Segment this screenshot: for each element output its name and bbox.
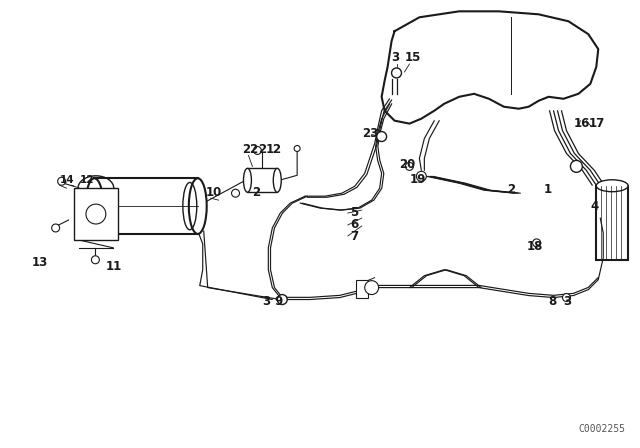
Text: 16: 16: [573, 116, 590, 129]
Ellipse shape: [243, 168, 252, 192]
Text: C0002255: C0002255: [579, 424, 625, 434]
Text: 23: 23: [362, 126, 378, 139]
Polygon shape: [381, 11, 598, 124]
Ellipse shape: [273, 168, 281, 192]
Text: 3: 3: [563, 296, 572, 309]
Circle shape: [365, 280, 379, 294]
Circle shape: [563, 293, 570, 302]
Circle shape: [253, 146, 261, 155]
Ellipse shape: [189, 178, 207, 234]
Text: 5: 5: [350, 206, 358, 219]
Bar: [248, 168, 277, 192]
Text: 3: 3: [262, 296, 271, 309]
Circle shape: [406, 162, 413, 170]
Text: 21: 21: [259, 143, 275, 156]
Text: 8: 8: [548, 296, 557, 309]
Text: 17: 17: [588, 116, 605, 129]
Text: 9: 9: [275, 296, 282, 309]
Text: 3: 3: [392, 51, 399, 64]
Text: 12: 12: [79, 175, 94, 185]
Text: 19: 19: [410, 173, 426, 186]
Text: 13: 13: [32, 256, 48, 269]
Bar: [74, 188, 118, 240]
Text: 2: 2: [507, 183, 515, 196]
Text: 15: 15: [404, 51, 421, 64]
Text: 20: 20: [399, 158, 416, 171]
Circle shape: [392, 68, 401, 78]
Circle shape: [532, 239, 541, 247]
Text: 2: 2: [252, 186, 260, 199]
Circle shape: [377, 132, 387, 142]
Text: 1: 1: [543, 183, 552, 196]
Text: 10: 10: [205, 186, 222, 199]
Ellipse shape: [596, 180, 628, 192]
Bar: [356, 280, 368, 297]
Text: 11: 11: [106, 260, 122, 273]
Bar: [596, 186, 628, 260]
Circle shape: [232, 189, 239, 197]
Text: 2: 2: [272, 143, 280, 156]
Circle shape: [417, 171, 426, 181]
Bar: [95, 178, 198, 234]
Circle shape: [570, 160, 582, 172]
Text: 14: 14: [60, 175, 74, 185]
Circle shape: [52, 224, 60, 232]
Circle shape: [86, 204, 106, 224]
Circle shape: [92, 256, 99, 264]
Circle shape: [294, 146, 300, 151]
Text: 22: 22: [243, 143, 259, 156]
Text: 6: 6: [350, 218, 358, 231]
Text: 18: 18: [527, 240, 543, 253]
Text: 7: 7: [350, 230, 358, 243]
Circle shape: [58, 177, 65, 185]
Text: 4: 4: [590, 200, 598, 213]
Circle shape: [277, 294, 287, 305]
Ellipse shape: [86, 178, 103, 234]
